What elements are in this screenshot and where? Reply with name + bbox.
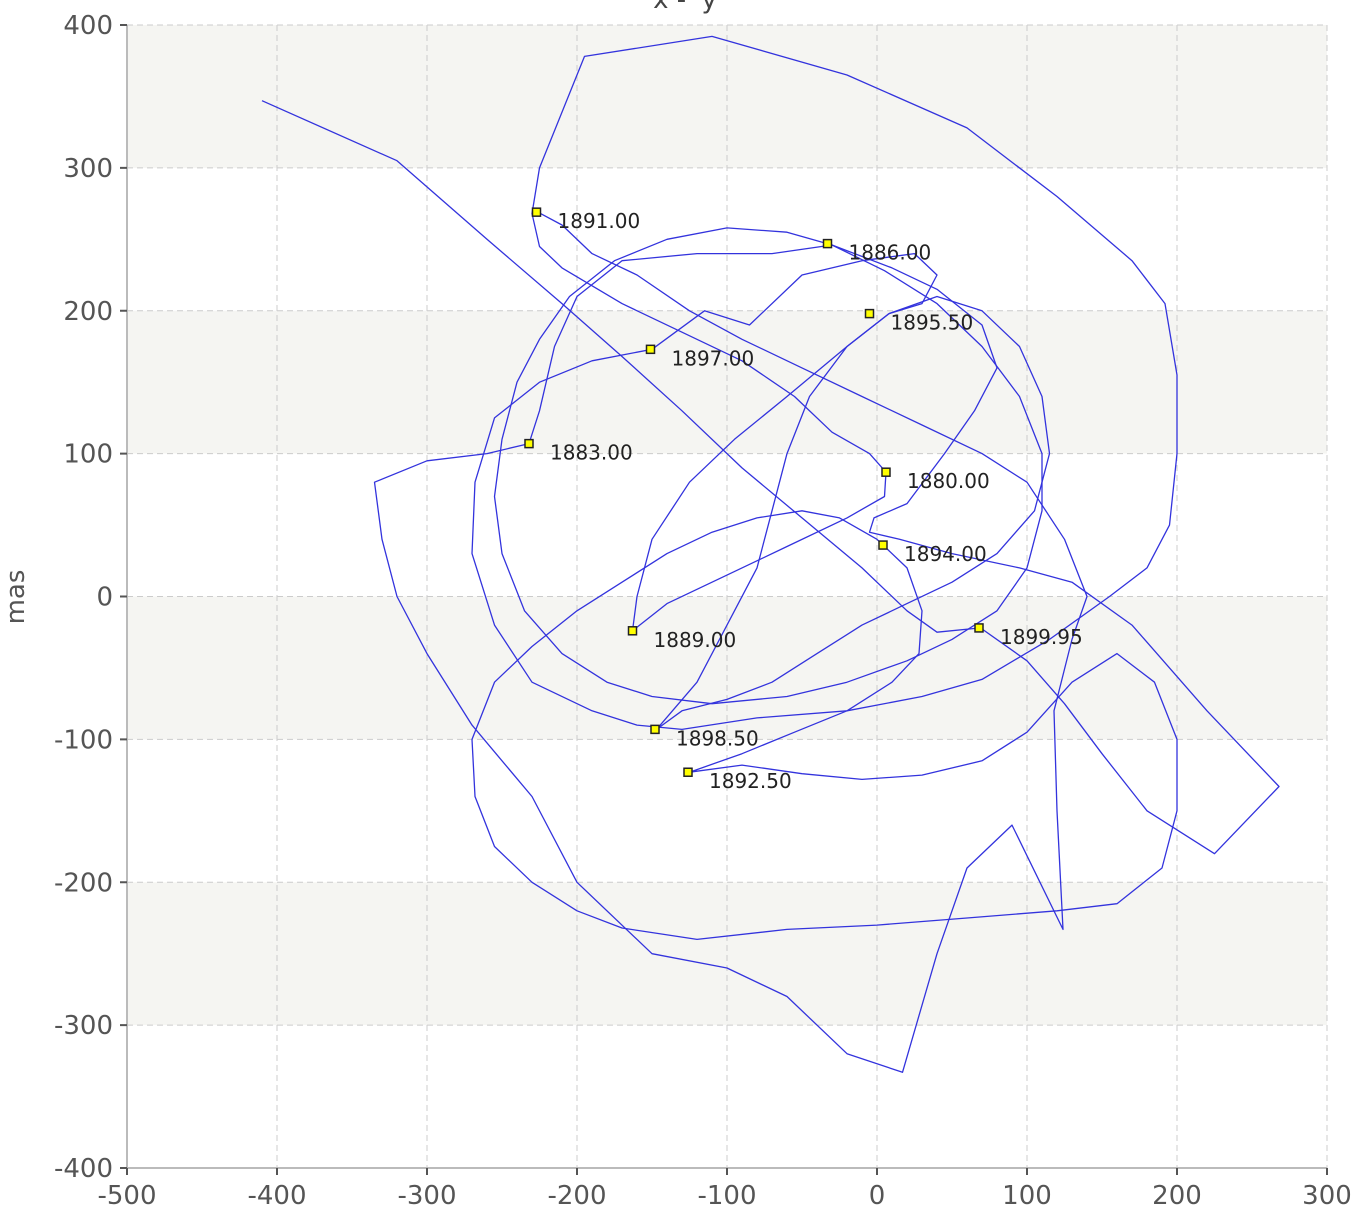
chart-title: x - 'y	[653, 0, 717, 15]
year-marker-label: 1883.00	[550, 441, 633, 465]
plot-band	[127, 311, 1327, 454]
x-tick-label: -100	[697, 1181, 756, 1211]
year-marker-label: 1899.95	[1000, 625, 1083, 649]
year-marker	[629, 627, 637, 635]
year-marker-label: 1898.50	[676, 726, 759, 750]
y-tick-label: -200	[54, 868, 113, 898]
x-axis-ticks: -500 -400 -300 -200 -100 0 100 200 300	[97, 1168, 1351, 1211]
year-marker	[647, 345, 655, 353]
year-marker-label: 1880.00	[907, 469, 990, 493]
y-axis-ticks: -400 -300 -200 -100 0 100 200 300 400	[54, 11, 127, 1184]
year-marker-label: 1889.00	[654, 628, 737, 652]
year-marker-label: 1894.00	[904, 542, 987, 566]
year-marker	[824, 240, 832, 248]
x-tick-label: -400	[247, 1181, 306, 1211]
year-marker	[684, 768, 692, 776]
year-marker-label: 1897.00	[672, 346, 755, 370]
x-tick-label: 100	[1002, 1181, 1052, 1211]
x-tick-label: 0	[869, 1181, 886, 1211]
y-tick-label: -400	[54, 1154, 113, 1184]
x-tick-label: 300	[1302, 1181, 1352, 1211]
y-tick-label: 400	[63, 11, 113, 41]
y-tick-label: -100	[54, 725, 113, 755]
plot-band	[127, 882, 1327, 1025]
year-marker-label: 1895.50	[891, 311, 974, 335]
y-axis-title: mas	[1, 570, 31, 625]
y-tick-label: 300	[63, 154, 113, 184]
year-marker-label: 1892.50	[709, 769, 792, 793]
y-tick-label: 200	[63, 297, 113, 327]
x-tick-label: -300	[397, 1181, 456, 1211]
year-marker	[651, 725, 659, 733]
x-tick-label: -500	[97, 1181, 156, 1211]
year-marker-label: 1891.00	[558, 209, 641, 233]
year-marker	[975, 624, 983, 632]
year-marker-label: 1886.00	[849, 241, 932, 265]
y-tick-label: 100	[63, 440, 113, 470]
y-tick-label: -300	[54, 1011, 113, 1041]
year-marker	[533, 208, 541, 216]
x-tick-label: -200	[547, 1181, 606, 1211]
year-marker	[879, 541, 887, 549]
year-marker	[866, 310, 874, 318]
year-marker	[525, 440, 533, 448]
x-tick-label: 200	[1152, 1181, 1202, 1211]
y-tick-label: 0	[96, 583, 113, 613]
year-marker	[882, 468, 890, 476]
